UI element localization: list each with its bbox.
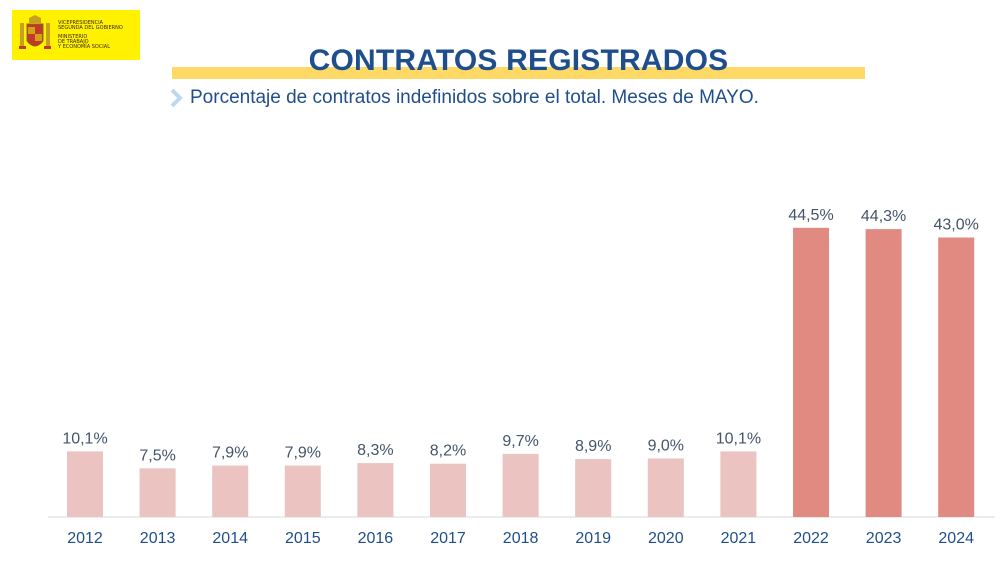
data-label-2014: 7,9%	[212, 445, 248, 462]
bar-2012	[67, 451, 103, 517]
logo-line: VICEPRESIDENCIA	[58, 19, 103, 26]
bar-2013	[139, 468, 176, 518]
data-label-2015: 7,9%	[285, 445, 321, 462]
bar-2019	[575, 459, 612, 517]
x-tick-label-2020: 2020	[648, 530, 684, 547]
x-tick-label-2013: 2013	[140, 530, 176, 547]
logo-text: VICEPRESIDENCIA SEGUNDA DEL GOBIERNO MIN…	[58, 19, 123, 50]
bar-2016	[357, 463, 394, 518]
data-label-2013: 7,5%	[139, 447, 175, 464]
logo-line: SEGUNDA DEL GOBIERNO	[58, 24, 123, 31]
x-tick-label-2015: 2015	[285, 530, 321, 547]
data-label-2021: 10,1%	[716, 430, 761, 447]
logo-line: DE TRABAJO	[58, 38, 89, 45]
x-tick-label-2014: 2014	[212, 530, 248, 547]
government-logo: VICEPRESIDENCIA SEGUNDA DEL GOBIERNO MIN…	[12, 10, 140, 60]
x-tick-label-2023: 2023	[866, 530, 902, 547]
logo-text-group-1: VICEPRESIDENCIA SEGUNDA DEL GOBIERNO	[58, 19, 123, 31]
x-tick-label-2022: 2022	[793, 530, 829, 547]
x-tick-label-2012: 2012	[67, 530, 103, 547]
data-label-2016: 8,3%	[357, 442, 393, 459]
page-subtitle: Porcentaje de contratos indefinidos sobr…	[170, 86, 759, 110]
x-tick-label-2019: 2019	[575, 530, 611, 547]
x-tick-label-2024: 2024	[938, 530, 974, 547]
data-label-2018: 9,7%	[502, 433, 538, 450]
data-label-2019: 8,9%	[575, 438, 611, 455]
x-tick-label-2018: 2018	[503, 530, 539, 547]
bar-2023	[865, 229, 902, 517]
data-label-2024: 43,0%	[934, 217, 979, 234]
data-label-2012: 10,1%	[62, 430, 107, 447]
page-title: CONTRATOS REGISTRADOS	[308, 44, 729, 77]
bar-2021	[720, 451, 757, 517]
bar-2022	[793, 227, 829, 518]
bar-2017	[430, 463, 466, 517]
bar-2018	[502, 453, 539, 517]
bar-2024	[938, 237, 975, 517]
x-tick-label-2016: 2016	[358, 530, 394, 547]
data-label-2022: 44,5%	[788, 207, 833, 224]
logo-text-group-2: MINISTERIO DE TRABAJO Y ECONOMÍA SOCIAL	[58, 33, 123, 50]
title-highlight-band	[172, 67, 865, 79]
bar-2015	[284, 465, 321, 517]
data-label-2017: 8,2%	[430, 443, 466, 460]
x-tick-label-2017: 2017	[430, 530, 466, 547]
x-tick-label-2021: 2021	[721, 530, 757, 547]
chevron-right-icon	[170, 88, 183, 108]
logo-line: Y ECONOMÍA SOCIAL	[58, 43, 110, 50]
spanish-coat-of-arms-icon	[19, 15, 51, 49]
subtitle-text: Porcentaje de contratos indefinidos sobr…	[190, 87, 759, 108]
bar-2020	[647, 458, 684, 517]
bar-2014	[212, 465, 249, 517]
data-label-2020: 9,0%	[648, 438, 684, 455]
data-label-2023: 44,3%	[861, 208, 906, 225]
logo-line: MINISTERIO	[58, 33, 88, 40]
